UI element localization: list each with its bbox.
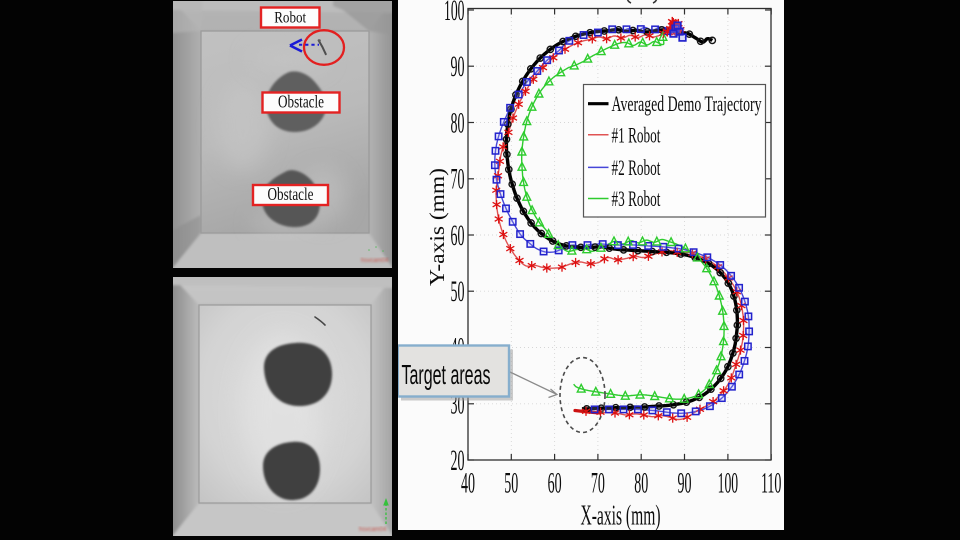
svg-text:60: 60 <box>451 220 465 252</box>
svg-text:50: 50 <box>451 276 465 308</box>
svg-text:Target areas: Target areas <box>402 359 491 390</box>
svg-text:40: 40 <box>461 468 475 500</box>
svg-text:Obstacle: Obstacle <box>278 92 324 112</box>
svg-text:50: 50 <box>504 468 518 500</box>
svg-text:Robot: Robot <box>274 10 306 27</box>
svg-text:20: 20 <box>451 445 465 477</box>
svg-text:Y-axis (mm): Y-axis (mm) <box>425 168 449 286</box>
svg-text:100: 100 <box>444 0 465 27</box>
svg-text:90: 90 <box>678 468 692 500</box>
svg-text:70: 70 <box>591 468 605 500</box>
svg-text:hsvcam04: hsvcam04 <box>361 258 389 264</box>
svg-text:hsvcam04: hsvcam04 <box>359 527 387 533</box>
svg-text:90: 90 <box>451 51 465 83</box>
svg-text:100: 100 <box>718 468 739 500</box>
svg-text:Obstacle: Obstacle <box>268 184 314 204</box>
svg-text:80: 80 <box>634 468 648 500</box>
svg-text:80: 80 <box>451 107 465 139</box>
svg-text:70: 70 <box>451 164 465 196</box>
svg-text:#1 Robot: #1 Robot <box>612 122 661 147</box>
svg-text:Averaged Demo Trajectory: Averaged Demo Trajectory <box>612 91 762 116</box>
svg-text:110: 110 <box>761 468 782 500</box>
svg-text:X-axis (mm): X-axis (mm) <box>581 501 661 532</box>
svg-text:#3 Robot: #3 Robot <box>612 186 661 211</box>
svg-text:60: 60 <box>548 468 562 500</box>
svg-text:#2 Robot: #2 Robot <box>612 155 661 180</box>
